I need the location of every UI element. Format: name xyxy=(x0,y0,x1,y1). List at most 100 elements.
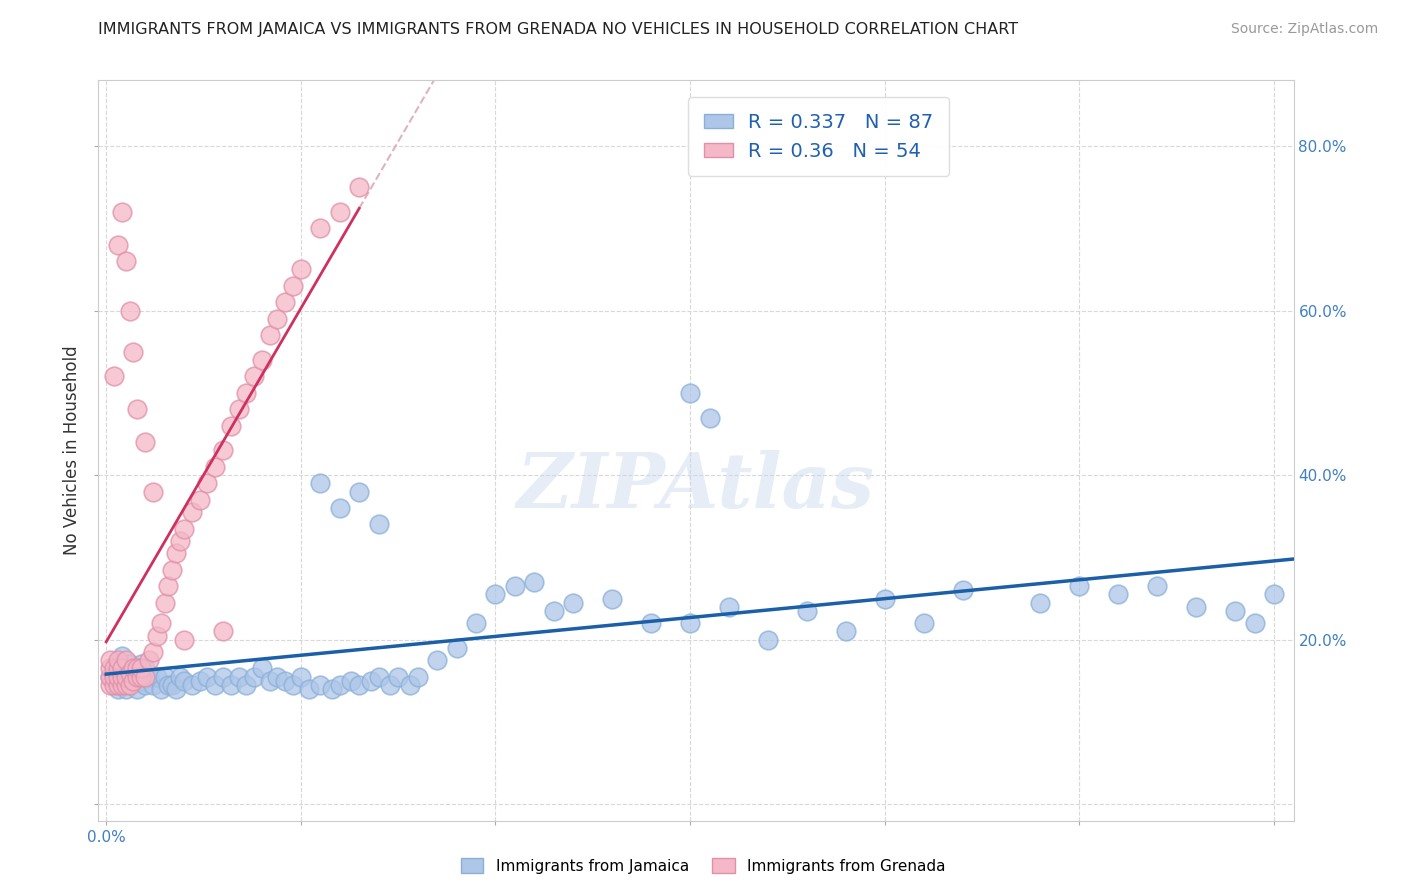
Point xyxy=(600,591,623,606)
Point xyxy=(212,624,235,639)
Point xyxy=(107,681,129,696)
Point xyxy=(142,484,165,499)
Point xyxy=(98,670,121,684)
Point xyxy=(157,678,180,692)
Point xyxy=(212,443,235,458)
Point xyxy=(281,279,304,293)
Point xyxy=(718,599,741,614)
Point xyxy=(1029,596,1052,610)
Point xyxy=(153,670,176,684)
Point xyxy=(197,476,219,491)
Point xyxy=(98,678,121,692)
Point xyxy=(180,678,202,692)
Point xyxy=(873,591,896,606)
Point xyxy=(118,657,141,672)
Point xyxy=(465,616,488,631)
Point xyxy=(1223,604,1246,618)
Point xyxy=(952,583,974,598)
Point xyxy=(796,604,818,618)
Point xyxy=(228,402,250,417)
Point xyxy=(129,661,152,675)
Point xyxy=(188,492,211,507)
Point xyxy=(114,254,136,268)
Point xyxy=(122,665,145,680)
Point xyxy=(107,661,129,675)
Point xyxy=(127,670,149,684)
Point xyxy=(212,670,235,684)
Point xyxy=(127,665,149,680)
Point xyxy=(188,673,211,688)
Point xyxy=(107,678,129,692)
Point xyxy=(142,678,165,692)
Point xyxy=(204,678,226,692)
Point xyxy=(98,661,121,675)
Point xyxy=(1146,579,1168,593)
Point xyxy=(142,645,165,659)
Point xyxy=(228,670,250,684)
Point xyxy=(111,649,134,664)
Point xyxy=(298,681,321,696)
Point xyxy=(523,575,546,590)
Point xyxy=(129,673,152,688)
Point xyxy=(281,678,304,692)
Point xyxy=(118,303,141,318)
Point xyxy=(349,180,371,194)
Point xyxy=(679,385,702,400)
Point xyxy=(111,661,134,675)
Point xyxy=(146,670,169,684)
Point xyxy=(114,665,136,680)
Point xyxy=(173,522,195,536)
Point xyxy=(309,678,332,692)
Point xyxy=(321,681,343,696)
Point xyxy=(134,678,156,692)
Point xyxy=(138,653,160,667)
Point xyxy=(114,678,136,692)
Point xyxy=(426,653,449,667)
Point xyxy=(111,673,134,688)
Point xyxy=(111,670,134,684)
Point xyxy=(165,681,187,696)
Point xyxy=(146,629,169,643)
Point xyxy=(250,353,273,368)
Point xyxy=(103,369,125,384)
Point xyxy=(543,604,565,618)
Point xyxy=(180,505,202,519)
Y-axis label: No Vehicles in Household: No Vehicles in Household xyxy=(63,345,82,556)
Point xyxy=(367,670,389,684)
Point xyxy=(129,657,152,672)
Point xyxy=(235,385,257,400)
Point xyxy=(103,670,125,684)
Point xyxy=(162,678,184,692)
Point xyxy=(912,616,935,631)
Point xyxy=(165,546,187,560)
Point xyxy=(204,459,226,474)
Point xyxy=(309,476,332,491)
Legend: R = 0.337   N = 87, R = 0.36   N = 54: R = 0.337 N = 87, R = 0.36 N = 54 xyxy=(688,97,949,177)
Text: ZIPAtlas: ZIPAtlas xyxy=(517,450,875,524)
Point xyxy=(122,661,145,675)
Point xyxy=(835,624,858,639)
Point xyxy=(107,657,129,672)
Legend: Immigrants from Jamaica, Immigrants from Grenada: Immigrants from Jamaica, Immigrants from… xyxy=(454,852,952,880)
Point xyxy=(169,670,191,684)
Point xyxy=(756,632,779,647)
Point xyxy=(127,661,149,675)
Point xyxy=(266,311,288,326)
Point xyxy=(274,673,297,688)
Point xyxy=(173,632,195,647)
Point xyxy=(329,205,352,219)
Point xyxy=(503,579,526,593)
Point xyxy=(349,678,371,692)
Point xyxy=(107,237,129,252)
Point xyxy=(173,673,195,688)
Point xyxy=(290,262,312,277)
Point xyxy=(197,670,219,684)
Point xyxy=(122,344,145,359)
Point xyxy=(235,678,257,692)
Point xyxy=(122,673,145,688)
Point xyxy=(118,670,141,684)
Point xyxy=(259,328,281,343)
Point xyxy=(103,661,125,675)
Point xyxy=(243,670,266,684)
Point xyxy=(250,661,273,675)
